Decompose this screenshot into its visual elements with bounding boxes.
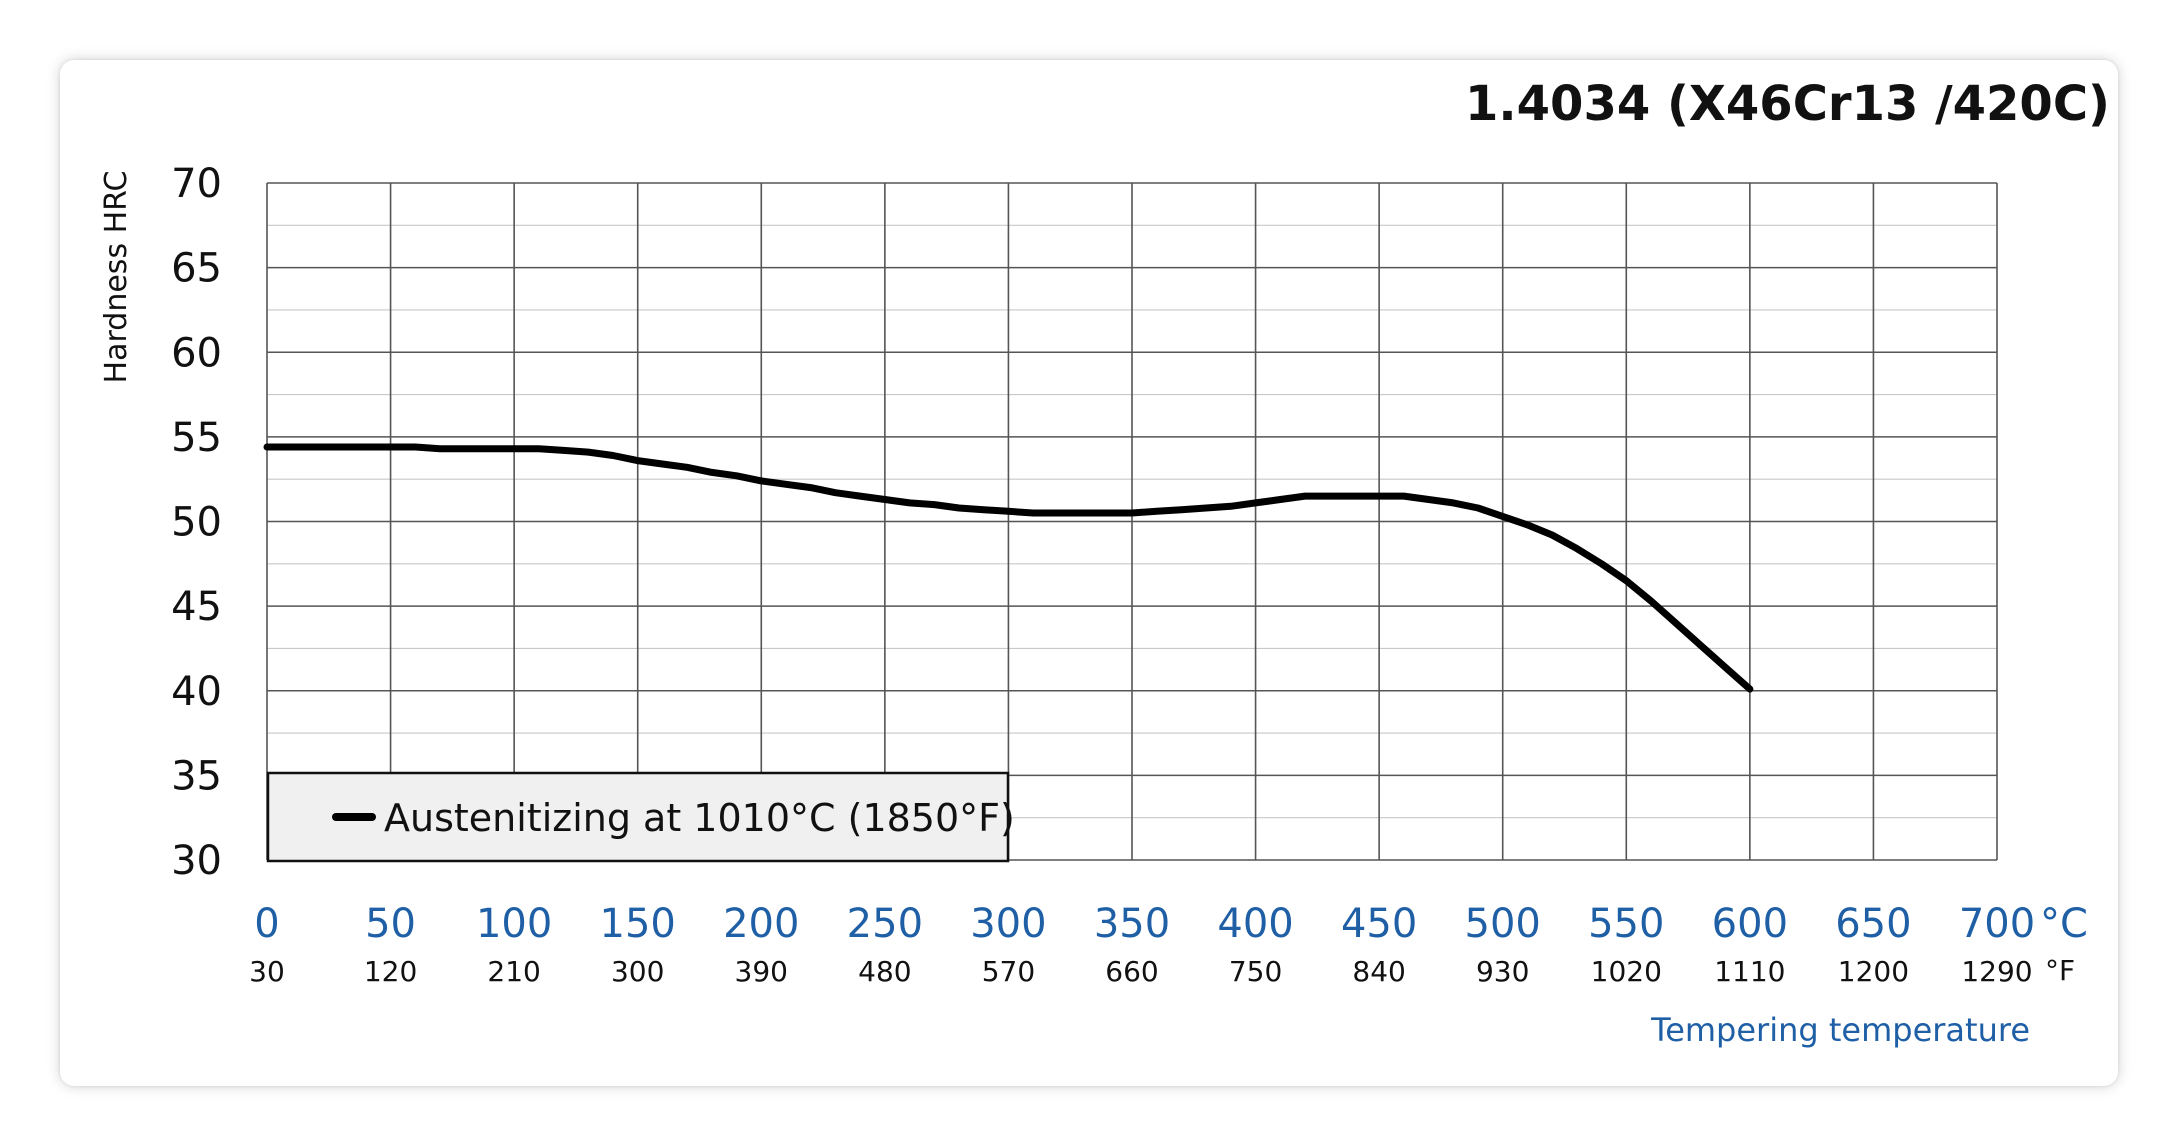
x-tick-label-fahrenheit: 210 <box>487 955 540 988</box>
x-axis-label: Tempering temperature <box>1650 1011 2030 1049</box>
x-tick-label-celsius: 300 <box>970 901 1046 947</box>
x-tick-label-celsius: 350 <box>1094 901 1170 947</box>
x-tick-label-celsius: 450 <box>1341 901 1417 947</box>
y-axis-ticks: 30 35 40 45 50 55 60 65 70 <box>171 161 222 884</box>
x-tick-label-celsius: 550 <box>1588 901 1664 947</box>
x-tick-label-fahrenheit: 480 <box>858 955 911 988</box>
x-tick-label-celsius: 50 <box>365 901 416 947</box>
x-tick-label-celsius: 250 <box>847 901 923 947</box>
x-tick-label-fahrenheit: 750 <box>1229 955 1282 988</box>
legend-box <box>266 771 1010 863</box>
x-tick-label-fahrenheit: 840 <box>1352 955 1405 988</box>
chart-card <box>60 60 2118 1086</box>
x-tick-label-celsius: 500 <box>1465 901 1541 947</box>
x-tick-label-celsius: 700 <box>1959 901 2035 947</box>
x-tick-label-fahrenheit: 300 <box>611 955 664 988</box>
x-tick-label-fahrenheit: 120 <box>364 955 417 988</box>
y-tick-label: 60 <box>171 330 222 376</box>
x-tick-label-celsius: 650 <box>1835 901 1911 947</box>
x-tick-label-fahrenheit: 390 <box>735 955 788 988</box>
y-tick-label: 65 <box>171 246 222 292</box>
y-tick-label: 70 <box>171 161 222 207</box>
y-axis-label: Hardness HRC <box>99 171 134 384</box>
y-tick-label: 40 <box>171 669 222 715</box>
x-tick-label-celsius: 150 <box>600 901 676 947</box>
y-tick-label: 55 <box>171 415 222 461</box>
x-tick-label-fahrenheit: 1110 <box>1714 955 1785 988</box>
x-tick-label-celsius: 200 <box>723 901 799 947</box>
series-line <box>263 443 1754 693</box>
y-tick-label: 50 <box>171 500 222 546</box>
legend-entry: Austenitizing at 1010°C (1850°F) <box>384 796 1015 840</box>
x-tick-label-fahrenheit: 930 <box>1476 955 1529 988</box>
x-tick-label-fahrenheit: 1200 <box>1838 955 1909 988</box>
grid <box>266 182 1998 861</box>
x-tick-label-celsius: 400 <box>1217 901 1293 947</box>
x-tick-label-celsius: 100 <box>476 901 552 947</box>
x-axis-unit-fahrenheit: °F <box>2045 954 2075 987</box>
x-axis-ticks-celsius: 0 50 100 150 200 250 300 350 400 450 500 550 600 650 7… <box>254 901 2035 947</box>
chart-title: 1.4034 (X46Cr13 /420C) <box>1465 76 2110 132</box>
x-tick-label-celsius: 600 <box>1712 901 1788 947</box>
x-tick-label-fahrenheit: 570 <box>982 955 1035 988</box>
x-axis-ticks-fahrenheit: 30 120 210 300 390 480 570 660 750 840 930 1020 1110… <box>249 955 2032 988</box>
x-tick-label-fahrenheit: 1020 <box>1591 955 1662 988</box>
y-tick-label: 45 <box>171 584 222 630</box>
x-tick-label-fahrenheit: 660 <box>1105 955 1158 988</box>
x-axis-unit-celsius: °C <box>2040 901 2088 947</box>
x-tick-label-celsius: 0 <box>254 901 279 947</box>
legend: Austenitizing at 1010°C (1850°F) <box>266 771 1015 863</box>
x-tick-label-fahrenheit: 30 <box>249 955 285 988</box>
y-tick-label: 30 <box>171 838 222 884</box>
y-tick-label: 35 <box>171 753 222 799</box>
x-tick-label-fahrenheit: 1290 <box>1961 955 2032 988</box>
